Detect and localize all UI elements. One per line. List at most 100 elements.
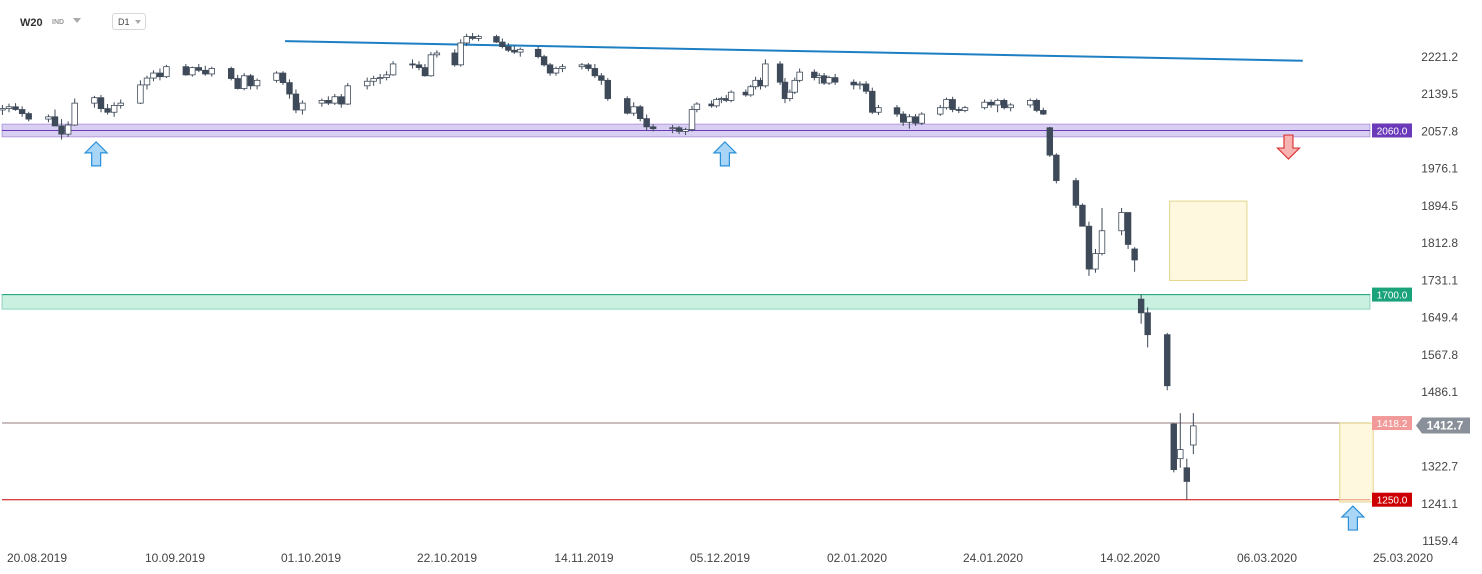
candle (688, 109, 696, 130)
arrow-down-icon (1276, 134, 1301, 160)
y-tick-label: 1731.1 (1421, 273, 1458, 287)
candle (247, 75, 254, 87)
candle (585, 64, 592, 69)
timeframe-value: D1 (118, 17, 130, 27)
candle (370, 78, 377, 82)
candle (598, 75, 605, 81)
level-tag-label: 1700.0 (1377, 291, 1408, 302)
candle (457, 42, 464, 66)
price-axis[interactable]: 2221.2 2139.5 2057.8 1976.1 1894.5 1812.8 1731… (1421, 50, 1458, 548)
time-axis[interactable]: 20.08.2019 10.09.2019 01.10.2019 22.10.2019… (7, 551, 1433, 565)
level-tag-1 (1372, 287, 1412, 302)
x-tick-label: 10.09.2019 (145, 551, 205, 565)
candle (104, 108, 111, 113)
candle (669, 127, 676, 130)
candle (1072, 180, 1080, 206)
candle (1053, 154, 1060, 182)
candle (451, 52, 458, 66)
candle (899, 113, 907, 123)
candle (578, 64, 586, 68)
candle (137, 84, 144, 104)
candle (1085, 225, 1093, 270)
candle (227, 68, 235, 79)
x-tick-label: 14.11.2019 (554, 551, 613, 565)
candle (163, 66, 170, 78)
candle (383, 74, 390, 79)
candle (918, 113, 925, 124)
candle (875, 107, 882, 113)
candle (5, 106, 13, 109)
candle (517, 48, 524, 53)
candle (1079, 204, 1086, 227)
arrow-up-icon (712, 141, 738, 167)
candle (1164, 334, 1171, 387)
candle (682, 129, 689, 132)
candle (18, 109, 26, 115)
level-tag-label: 1250.0 (1377, 496, 1408, 507)
candle (0, 108, 6, 111)
candle (331, 96, 339, 104)
level-tag-3 (1372, 492, 1412, 507)
x-tick-label: 05.12.2019 (690, 551, 750, 565)
candle (344, 85, 351, 105)
candle (1131, 248, 1138, 261)
candle (195, 67, 203, 71)
highlight-box-0 (1169, 200, 1248, 281)
candle (776, 63, 784, 83)
candle (376, 77, 384, 80)
candle (906, 116, 913, 123)
candle (286, 82, 293, 95)
y-tick-label: 2139.5 (1421, 87, 1458, 101)
y-tick-label: 1812.8 (1421, 236, 1458, 250)
candle (338, 96, 345, 105)
candle (604, 79, 612, 99)
instrument-type-label: IND (52, 19, 65, 26)
candle (1046, 127, 1054, 156)
candle (624, 98, 631, 114)
candle (25, 113, 32, 120)
chart-header: W20 IND D1 (0, 0, 400, 40)
candle (1170, 423, 1177, 471)
candle (253, 79, 261, 87)
candle (208, 68, 215, 75)
arrow-up-icon (83, 141, 109, 167)
candle (961, 107, 969, 111)
candle (117, 102, 124, 106)
candle (493, 36, 500, 43)
trendline-layer (285, 40, 1303, 62)
highlight-box-1 (1339, 422, 1374, 503)
x-tick-label: 06.03.2020 (1237, 551, 1297, 565)
symbol-dropdown-icon[interactable] (73, 18, 81, 23)
candle (1092, 253, 1099, 270)
arrow-up-icon (1340, 505, 1366, 531)
symbol-name[interactable]: W20 (20, 17, 43, 29)
candle (273, 72, 280, 81)
candle (987, 101, 995, 106)
candle (499, 41, 506, 48)
x-tick-label: 24.01.2020 (963, 551, 1023, 565)
candle (762, 63, 769, 87)
candle (693, 103, 701, 110)
y-tick-label: 1241.1 (1421, 497, 1458, 511)
candle (825, 77, 833, 84)
candle (1098, 230, 1106, 254)
candle (893, 107, 901, 115)
x-tick-label: 25.03.2020 (1373, 551, 1433, 565)
level-tags: 2060.0 1700.0 1418.2 1250.0 1412.7 (1372, 123, 1470, 507)
y-tick-label: 2221.2 (1421, 50, 1458, 64)
x-tick-label: 14.02.2020 (1100, 551, 1160, 565)
candle (202, 69, 209, 75)
candle (1177, 449, 1184, 460)
timeframe-select[interactable]: D1 (112, 13, 146, 30)
candle (234, 78, 241, 89)
candle (1190, 425, 1197, 446)
candle (796, 71, 803, 81)
candle (421, 67, 429, 77)
candle (955, 109, 963, 111)
candle (325, 99, 332, 104)
candle (862, 83, 870, 92)
candle (1144, 312, 1151, 336)
y-tick-label: 1649.4 (1421, 311, 1458, 325)
candle (182, 66, 190, 76)
